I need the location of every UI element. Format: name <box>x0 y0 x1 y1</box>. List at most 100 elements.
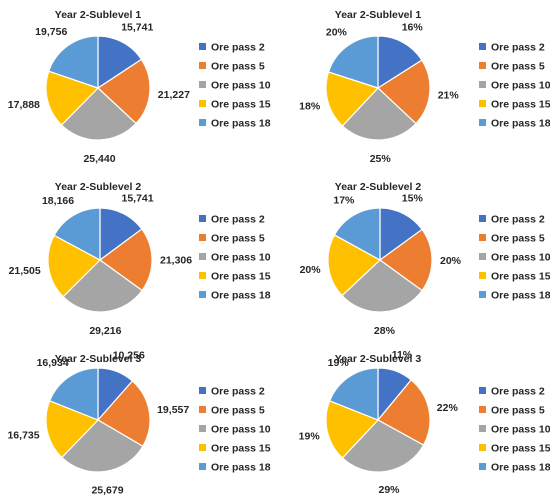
pie-slice-ore-pass-18 <box>328 367 379 421</box>
data-label-ore-pass-10: 25,440 <box>83 153 115 165</box>
pie-slice-ore-pass-18 <box>53 207 101 262</box>
legend-label-ore-pass-10: Ore pass 10 <box>491 252 550 264</box>
legend-label-ore-pass-5: Ore pass 5 <box>211 61 265 73</box>
legend-swatch-ore-pass-15 <box>479 100 486 107</box>
data-label-ore-pass-15: 21,505 <box>9 265 41 277</box>
legend-label-ore-pass-10: Ore pass 10 <box>211 80 271 92</box>
pie-slice-ore-pass-2 <box>97 35 143 90</box>
legend-label-ore-pass-10: Ore pass 10 <box>491 424 550 436</box>
data-label-ore-pass-5: 21,306 <box>160 255 192 267</box>
legend-label-ore-pass-2: Ore pass 2 <box>211 42 265 54</box>
pie-slice-ore-pass-5 <box>97 380 151 448</box>
legend-label-ore-pass-15: Ore pass 15 <box>491 271 550 283</box>
legend-swatch-ore-pass-18 <box>199 291 206 298</box>
pie-slice-ore-pass-10 <box>341 259 423 313</box>
data-label-ore-pass-2: 10,256 <box>113 350 145 362</box>
legend-label-ore-pass-18: Ore pass 18 <box>491 290 550 302</box>
data-label-ore-pass-10: 25% <box>370 153 392 165</box>
chart-legend: Ore pass 2 Ore pass 5 Ore pass 10 Ore pass … <box>199 42 271 130</box>
pie-slice-ore-pass-5 <box>378 228 433 292</box>
legend-swatch-ore-pass-15 <box>479 272 486 279</box>
legend-label-ore-pass-10: Ore pass 10 <box>491 80 550 92</box>
pie-slice-ore-pass-10 <box>341 87 417 141</box>
legend-swatch-ore-pass-2 <box>199 43 206 50</box>
pie-slice-ore-pass-18 <box>48 35 99 89</box>
legend-swatch-ore-pass-5 <box>479 62 486 69</box>
chart-title: Year 2-Sublevel 2 <box>335 181 422 193</box>
pie-chart-2: Year 2-Sublevel 116% 21% 25% 18% 20% Ore pass… <box>299 9 550 165</box>
legend-swatch-ore-pass-15 <box>479 444 486 451</box>
legend-label-ore-pass-2: Ore pass 2 <box>491 386 545 398</box>
legend-swatch-ore-pass-10 <box>199 253 206 260</box>
legend-label-ore-pass-2: Ore pass 2 <box>491 214 545 226</box>
chart-title: Year 2-Sublevel 3 <box>55 353 142 365</box>
pie-slice-ore-pass-18 <box>48 367 99 421</box>
chart-legend: Ore pass 2 Ore pass 5 Ore pass 10 Ore pass … <box>479 214 550 302</box>
data-label-ore-pass-2: 15,741 <box>121 21 153 33</box>
legend-label-ore-pass-5: Ore pass 5 <box>491 61 545 73</box>
chart-title: Year 2-Sublevel 3 <box>335 353 422 365</box>
legend-swatch-ore-pass-5 <box>479 234 486 241</box>
data-label-ore-pass-10: 25,679 <box>91 484 123 496</box>
legend-swatch-ore-pass-5 <box>479 406 486 413</box>
legend-swatch-ore-pass-10 <box>199 425 206 432</box>
legend-label-ore-pass-18: Ore pass 18 <box>211 118 271 130</box>
pie-slice-ore-pass-5 <box>97 58 151 125</box>
legend-label-ore-pass-10: Ore pass 10 <box>211 252 271 264</box>
legend-swatch-ore-pass-10 <box>479 253 486 260</box>
legend-swatch-ore-pass-18 <box>479 119 486 126</box>
pie-slice-ore-pass-15 <box>45 70 100 126</box>
legend-label-ore-pass-18: Ore pass 18 <box>211 462 271 474</box>
data-label-ore-pass-18: 17% <box>333 195 355 207</box>
legend-label-ore-pass-5: Ore pass 5 <box>491 233 545 245</box>
pie-slice-ore-pass-5 <box>98 228 153 292</box>
pie-chart-6: Year 2-Sublevel 311% 22% 29% 19% 19% Ore pass… <box>299 349 550 496</box>
legend-swatch-ore-pass-18 <box>479 291 486 298</box>
legend-swatch-ore-pass-15 <box>199 444 206 451</box>
data-label-ore-pass-5: 21% <box>438 90 460 102</box>
pie-slice-ore-pass-5 <box>377 379 431 446</box>
pie-chart-5: Year 2-Sublevel 310,256 19,557 25,679 16,73… <box>7 350 270 497</box>
pie-slice-ore-pass-15 <box>325 71 380 127</box>
legend-swatch-ore-pass-10 <box>479 425 486 432</box>
legend-label-ore-pass-2: Ore pass 2 <box>491 42 545 54</box>
legend-swatch-ore-pass-18 <box>479 463 486 470</box>
pie-slice-ore-pass-2 <box>379 207 423 262</box>
pie-slice-ore-pass-10 <box>60 419 144 473</box>
legend-swatch-ore-pass-10 <box>479 81 486 88</box>
chart-legend: Ore pass 2 Ore pass 5 Ore pass 10 Ore pass … <box>479 42 550 130</box>
data-label-ore-pass-15: 18% <box>299 100 321 112</box>
legend-label-ore-pass-5: Ore pass 5 <box>491 405 545 417</box>
legend-label-ore-pass-2: Ore pass 2 <box>211 386 265 398</box>
legend-swatch-ore-pass-5 <box>199 62 206 69</box>
data-label-ore-pass-18: 19,756 <box>35 26 67 38</box>
legend-swatch-ore-pass-5 <box>199 234 206 241</box>
legend-label-ore-pass-5: Ore pass 5 <box>211 405 265 417</box>
pie-slice-ore-pass-18 <box>333 207 381 262</box>
legend-swatch-ore-pass-18 <box>199 463 206 470</box>
legend-swatch-ore-pass-2 <box>479 43 486 50</box>
data-label-ore-pass-2: 15,741 <box>122 193 154 205</box>
data-label-ore-pass-15: 16,735 <box>7 430 39 442</box>
chart-title: Year 2-Sublevel 2 <box>55 181 142 193</box>
chart-title: Year 2-Sublevel 1 <box>335 9 422 21</box>
chart-title: Year 2-Sublevel 1 <box>55 9 142 21</box>
legend-label-ore-pass-18: Ore pass 18 <box>211 290 271 302</box>
data-label-ore-pass-2: 15% <box>402 193 424 205</box>
chart-legend: Ore pass 2 Ore pass 5 Ore pass 10 Ore pass … <box>199 386 271 474</box>
data-label-ore-pass-2: 11% <box>392 349 413 361</box>
data-label-ore-pass-10: 28% <box>374 325 396 337</box>
legend-label-ore-pass-2: Ore pass 2 <box>211 214 265 226</box>
data-label-ore-pass-10: 29% <box>378 484 400 496</box>
pie-slice-ore-pass-5 <box>377 59 431 125</box>
data-label-ore-pass-10: 29,216 <box>89 325 121 337</box>
data-label-ore-pass-15: 20% <box>300 264 322 276</box>
data-label-ore-pass-2: 16% <box>402 22 424 34</box>
legend-swatch-ore-pass-2 <box>199 387 206 394</box>
legend-label-ore-pass-15: Ore pass 15 <box>211 443 271 455</box>
data-label-ore-pass-18: 19% <box>328 357 350 369</box>
pie-slice-ore-pass-2 <box>377 35 423 90</box>
pie-chart-3: Year 2-Sublevel 215,741 21,306 29,216 21,50… <box>9 181 271 337</box>
legend-swatch-ore-pass-18 <box>199 119 206 126</box>
